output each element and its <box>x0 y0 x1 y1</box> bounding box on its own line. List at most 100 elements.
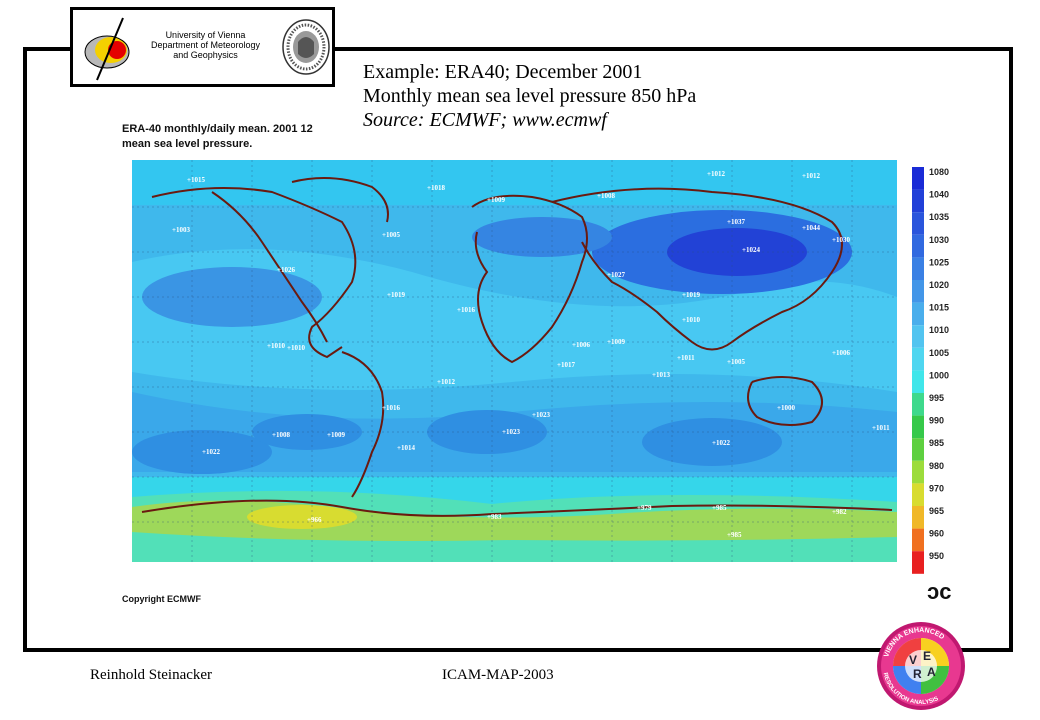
colorbar-swatch <box>912 167 924 190</box>
colorbar-swatch <box>912 370 924 393</box>
colorbar-label: 1005 <box>929 348 949 358</box>
ecmwf-logo-icon: ↄc <box>927 579 951 604</box>
pressure-high-label: +1037 <box>727 218 745 226</box>
pressure-high-label: +1011 <box>872 424 890 432</box>
colorbar-swatch <box>912 302 924 326</box>
pressure-low-label: +982 <box>832 508 847 516</box>
colorbar-label: 960 <box>929 529 944 539</box>
pressure-high-label: +1010 <box>682 316 700 324</box>
pressure-high-label: +1022 <box>712 439 730 447</box>
pressure-high-label: +1023 <box>532 411 550 419</box>
colorbar-swatch <box>912 347 924 371</box>
map-copyright: Copyright ECMWF <box>122 594 201 604</box>
colorbar-swatch <box>912 280 924 303</box>
map-title-line-1: ERA-40 monthly/daily mean. 2001 12 <box>122 123 313 135</box>
pressure-low-label: +966 <box>307 516 322 524</box>
colorbar-label: 1025 <box>929 257 949 267</box>
meteorology-logo-icon <box>84 17 130 81</box>
colorbar-label: 1020 <box>929 280 949 290</box>
institution-line-2: Department of Meteorology <box>150 40 261 50</box>
pressure-high-label: +1009 <box>487 196 505 204</box>
university-logo-box: University of Vienna Department of Meteo… <box>70 7 335 87</box>
pressure-high-label: +1011 <box>677 354 695 362</box>
footer-event: ICAM-MAP-2003 <box>442 667 554 683</box>
pressure-map-svg: ERA-40 monthly/daily mean. 2001 12 mean … <box>122 123 951 604</box>
colorbar-label: 970 <box>929 483 944 493</box>
colorbar-label: 1035 <box>929 212 949 222</box>
pressure-high-label: +1023 <box>502 428 520 436</box>
map-title-line-2: mean sea level pressure. <box>122 138 252 150</box>
colorbar-label: 1040 <box>929 190 949 200</box>
footer-author: Reinhold Steinacker <box>90 667 213 683</box>
colorbar-swatch <box>912 528 924 552</box>
colorbar-swatch <box>912 257 924 280</box>
pressure-high-label: +1013 <box>652 371 670 379</box>
pressure-low-label: +983 <box>487 513 502 521</box>
headline-line-2: Monthly mean sea level pressure 850 hPa <box>363 85 697 107</box>
colorbar-swatch <box>912 234 924 258</box>
pressure-high-label: +1044 <box>802 224 820 232</box>
colorbar-swatch <box>912 212 924 235</box>
vera-letter-e: E <box>923 649 931 663</box>
pressure-high-label: +1024 <box>742 246 760 254</box>
vera-letter-r: R <box>913 667 922 681</box>
colorbar-swatch <box>912 438 924 461</box>
pressure-high-label: +1008 <box>272 431 290 439</box>
pressure-low-label: +985 <box>712 504 727 512</box>
pressure-high-label: +1005 <box>382 231 400 239</box>
pressure-high-label: +1012 <box>437 378 455 386</box>
pressure-high-label: +1019 <box>387 291 405 299</box>
pressure-high-label: +1006 <box>832 349 850 357</box>
pressure-labels: +1015 +1018 +1009 +1008 +1012 +1012 +1003 +1005… <box>172 170 890 539</box>
colorbar-label: 995 <box>929 393 944 403</box>
colorbar-swatch <box>912 189 924 213</box>
pressure-high-label: +1012 <box>802 172 820 180</box>
pressure-high-label: +1000 <box>777 404 795 412</box>
headline-line-1: Example: ERA40; December 2001 <box>363 61 643 83</box>
vera-letter-v: V <box>909 653 917 667</box>
colorbar-label: 1080 <box>929 167 949 177</box>
colorbar-label: 1010 <box>929 325 949 335</box>
colorbar-label: 1015 <box>929 303 949 313</box>
pressure-colorbar: 1080 1040 1035 1030 1025 1020 1015 1010 1005 1000… <box>912 167 949 574</box>
colorbar-label: 950 <box>929 551 944 561</box>
pressure-high-label: +1022 <box>202 448 220 456</box>
pressure-high-label: +1016 <box>457 306 475 314</box>
institution-name: University of Vienna Department of Meteo… <box>143 30 268 60</box>
institution-line-1: University of Vienna <box>165 30 246 40</box>
pressure-high-label: +1030 <box>832 236 850 244</box>
pressure-high-label: +1019 <box>682 291 700 299</box>
pressure-high-label: +1016 <box>382 404 400 412</box>
colorbar-swatch <box>912 325 924 348</box>
colorbar-swatch <box>912 483 924 506</box>
university-seal-icon <box>282 19 330 75</box>
pressure-high-label: +1006 <box>572 341 590 349</box>
pressure-high-label: +1008 <box>597 192 615 200</box>
pressure-high-label: +1027 <box>607 271 625 279</box>
pressure-high-label: +1010 <box>267 342 285 350</box>
pressure-high-label: +1018 <box>427 184 445 192</box>
colorbar-label: 985 <box>929 438 944 448</box>
pressure-high-label: +1014 <box>397 444 415 452</box>
pressure-high-label: +1017 <box>557 361 575 369</box>
coastlines <box>141 177 893 517</box>
pressure-map-figure: ERA-40 monthly/daily mean. 2001 12 mean … <box>112 112 962 612</box>
vera-logo-icon: VIENNA ENHANCED RESOLUTION ANALYSIS V E … <box>877 622 965 710</box>
pressure-high-label: +1009 <box>327 431 345 439</box>
pressure-low-label: +985 <box>727 531 742 539</box>
headline-source: Source: ECMWF; www.ecmwf <box>363 109 607 131</box>
colorbar-label: 990 <box>929 416 944 426</box>
pressure-high-label: +1010 <box>287 344 305 352</box>
colorbar-swatch <box>912 506 924 529</box>
colorbar-swatch <box>912 551 924 574</box>
pressure-low-label: +979 <box>637 504 652 512</box>
slide-headline: Example: ERA40; December 2001 Monthly me… <box>363 60 696 132</box>
colorbar-label: 1030 <box>929 235 949 245</box>
institution-line-3: and Geophysics <box>173 50 238 60</box>
pressure-high-label: +1009 <box>607 338 625 346</box>
pressure-high-label: +1026 <box>277 266 295 274</box>
pressure-high-label: +1012 <box>707 170 725 178</box>
colorbar-swatch <box>912 415 924 439</box>
pressure-high-label: +1003 <box>172 226 190 234</box>
vera-letter-a: A <box>927 665 936 679</box>
